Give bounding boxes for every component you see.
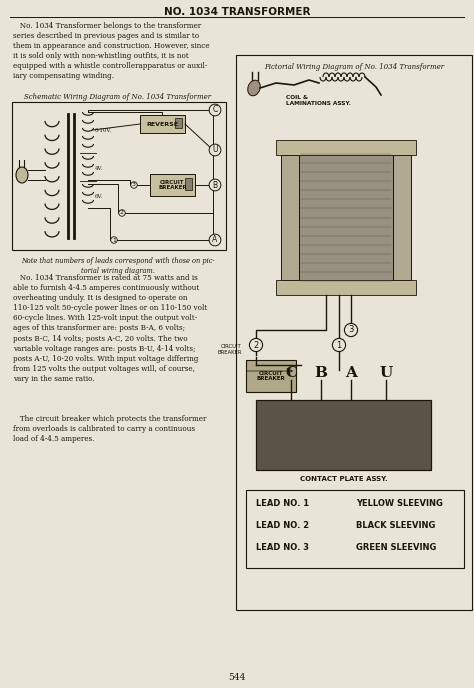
Text: B: B bbox=[212, 180, 218, 189]
Text: CIRCUIT
BREAKER: CIRCUIT BREAKER bbox=[158, 180, 187, 191]
Text: Note that numbers of leads correspond with those on pic-
torial wiring diagram.: Note that numbers of leads correspond wi… bbox=[21, 257, 215, 275]
Bar bbox=[140, 115, 185, 133]
Text: C: C bbox=[285, 366, 297, 380]
Text: 0-10V.: 0-10V. bbox=[95, 127, 112, 133]
Text: YELLOW SLEEVING: YELLOW SLEEVING bbox=[356, 499, 443, 508]
Text: LEAD NO. 3: LEAD NO. 3 bbox=[256, 544, 309, 552]
Ellipse shape bbox=[248, 80, 260, 96]
Text: LEAD NO. 2: LEAD NO. 2 bbox=[256, 522, 309, 530]
Text: CIRCUIT
BREAKER: CIRCUIT BREAKER bbox=[218, 344, 242, 355]
Text: 544: 544 bbox=[228, 673, 246, 682]
Text: 3: 3 bbox=[132, 182, 136, 188]
Text: 3: 3 bbox=[348, 325, 354, 334]
Text: Pictorial Wiring Diagram of No. 1034 Transformer: Pictorial Wiring Diagram of No. 1034 Tra… bbox=[264, 63, 444, 71]
Text: No. 1034 Transformer is rated at 75 watts and is
able to furnish 4-4.5 amperes c: No. 1034 Transformer is rated at 75 watt… bbox=[13, 274, 207, 383]
Bar bbox=[236, 55, 472, 610]
Text: The circuit breaker which protects the transformer
from overloads is calibrated : The circuit breaker which protects the t… bbox=[13, 415, 206, 443]
Bar bbox=[12, 102, 226, 250]
Text: REVERSE: REVERSE bbox=[146, 122, 179, 127]
Text: NO. 1034 TRANSFORMER: NO. 1034 TRANSFORMER bbox=[164, 7, 310, 17]
Text: 1: 1 bbox=[337, 341, 342, 350]
Text: B: B bbox=[315, 366, 328, 380]
Text: U: U bbox=[379, 366, 392, 380]
Ellipse shape bbox=[16, 167, 28, 183]
Bar bbox=[150, 174, 195, 196]
Bar bbox=[185, 178, 192, 190]
Text: 2: 2 bbox=[254, 341, 259, 350]
Text: CIRCUIT
BREAKER: CIRCUIT BREAKER bbox=[256, 371, 285, 381]
Bar bbox=[276, 280, 416, 295]
Text: C: C bbox=[212, 105, 218, 114]
Bar bbox=[175, 118, 182, 128]
Bar bbox=[393, 155, 411, 280]
Bar bbox=[299, 145, 393, 290]
Text: 2: 2 bbox=[120, 211, 124, 215]
Text: 6V.: 6V. bbox=[95, 193, 103, 199]
Bar bbox=[276, 140, 416, 155]
Text: 1: 1 bbox=[112, 237, 116, 242]
Bar bbox=[246, 490, 464, 568]
Text: BLACK SLEEVING: BLACK SLEEVING bbox=[356, 522, 436, 530]
Text: GREEN SLEEVING: GREEN SLEEVING bbox=[356, 544, 437, 552]
Text: No. 1034 Transformer belongs to the transformer
series described in previous pag: No. 1034 Transformer belongs to the tran… bbox=[13, 22, 210, 80]
Text: 4V.: 4V. bbox=[95, 166, 103, 171]
Text: A: A bbox=[212, 235, 218, 244]
Text: A: A bbox=[345, 366, 357, 380]
Text: U: U bbox=[212, 145, 218, 155]
Bar bbox=[281, 155, 299, 280]
Bar bbox=[246, 360, 296, 392]
Text: COIL &
LAMINATIONS ASSY.: COIL & LAMINATIONS ASSY. bbox=[286, 95, 351, 106]
Bar bbox=[256, 400, 431, 470]
Text: Schematic Wiring Diagram of No. 1034 Transformer: Schematic Wiring Diagram of No. 1034 Tra… bbox=[25, 93, 211, 101]
Text: LEAD NO. 1: LEAD NO. 1 bbox=[256, 499, 309, 508]
Text: CONTACT PLATE ASSY.: CONTACT PLATE ASSY. bbox=[300, 476, 387, 482]
